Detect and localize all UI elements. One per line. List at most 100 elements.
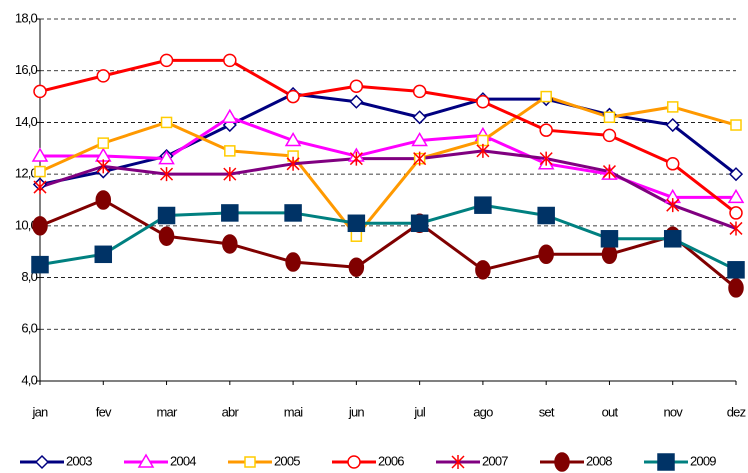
- point: [538, 244, 554, 265]
- point: [729, 221, 743, 236]
- series-line: [39, 149, 737, 230]
- legend-label: 2006: [378, 453, 404, 468]
- point: [476, 143, 490, 158]
- point: [32, 216, 48, 236]
- point: [665, 157, 680, 171]
- y-tick-label: 14,0: [15, 114, 38, 129]
- point: [158, 226, 175, 246]
- point: [539, 123, 553, 137]
- legend-marker: [451, 455, 465, 469]
- y-tick-label: 18,0: [15, 10, 38, 25]
- point: [663, 230, 682, 248]
- point: [96, 159, 110, 174]
- point: [221, 204, 239, 222]
- point: [31, 147, 49, 162]
- point: [350, 230, 363, 242]
- x-tick-label: jan: [32, 404, 49, 419]
- point: [476, 94, 490, 109]
- legend-label: 2009: [690, 453, 716, 468]
- point: [160, 167, 174, 182]
- point: [285, 252, 301, 272]
- y-tick-label: 4,0: [21, 372, 37, 387]
- point: [729, 206, 743, 220]
- series-line: [39, 95, 737, 238]
- x-tick-label: jul: [413, 404, 426, 419]
- point: [223, 167, 237, 182]
- point: [730, 119, 742, 131]
- point: [97, 137, 110, 149]
- legend-label: 2008: [586, 453, 612, 468]
- point: [286, 156, 300, 171]
- point: [727, 188, 745, 204]
- point: [537, 206, 555, 225]
- point: [412, 84, 427, 99]
- x-tick-label: ago: [473, 404, 493, 419]
- point: [348, 257, 365, 277]
- point: [540, 90, 552, 103]
- point: [602, 164, 616, 179]
- x-tick-label: dez: [727, 404, 746, 419]
- point: [33, 84, 47, 99]
- point: [601, 244, 618, 265]
- point: [347, 214, 366, 233]
- x-tick-label: set: [539, 404, 555, 419]
- x-tick-label: mai: [284, 404, 303, 419]
- point: [603, 111, 616, 124]
- point: [157, 206, 176, 225]
- x-tick-label: nov: [663, 404, 683, 419]
- y-tick-label: 6,0: [21, 321, 37, 336]
- series-line: [39, 203, 737, 272]
- legend-label: 2003: [66, 453, 92, 468]
- point: [160, 116, 173, 129]
- point: [224, 145, 236, 157]
- legend-marker: [137, 453, 155, 468]
- point: [159, 53, 174, 68]
- point: [728, 167, 744, 182]
- point: [728, 278, 744, 298]
- y-tick-label: 12,0: [15, 166, 38, 181]
- point: [221, 108, 239, 124]
- x-tick-label: mar: [157, 404, 178, 419]
- y-tick-label: 10,0: [15, 217, 38, 232]
- point: [284, 204, 302, 222]
- legend-label: 2005: [274, 453, 300, 468]
- point: [412, 110, 427, 125]
- legend-label: 2004: [170, 453, 196, 468]
- point: [602, 128, 617, 143]
- point: [158, 150, 175, 165]
- point: [410, 214, 429, 233]
- x-tick-label: abr: [222, 404, 240, 419]
- point: [727, 261, 745, 279]
- legend-marker: [244, 456, 256, 468]
- point: [222, 117, 237, 133]
- legend-marker: [347, 455, 361, 469]
- legend-marker: [554, 452, 570, 472]
- point: [33, 180, 47, 195]
- legend: 2003 2004 2005 2006 2007 2008 2009: [20, 452, 717, 472]
- point: [349, 79, 364, 93]
- point: [284, 132, 302, 147]
- point: [349, 94, 364, 109]
- legend-marker: [657, 453, 675, 471]
- point: [413, 151, 427, 166]
- point: [31, 255, 49, 274]
- x-tick-label: jun: [348, 404, 365, 419]
- series-line: [39, 58, 737, 215]
- point: [223, 53, 237, 68]
- point: [286, 89, 300, 104]
- x-tick-label: fev: [96, 404, 112, 419]
- legend-marker: [34, 454, 50, 470]
- point: [96, 69, 111, 83]
- point: [666, 101, 679, 113]
- point: [600, 230, 619, 248]
- point: [411, 132, 428, 147]
- point: [475, 260, 491, 280]
- point: [474, 196, 492, 214]
- series-line: [39, 198, 737, 290]
- point: [222, 234, 238, 254]
- point: [539, 151, 553, 166]
- point: [349, 151, 363, 166]
- legend-label: 2007: [482, 453, 508, 468]
- point: [95, 190, 112, 210]
